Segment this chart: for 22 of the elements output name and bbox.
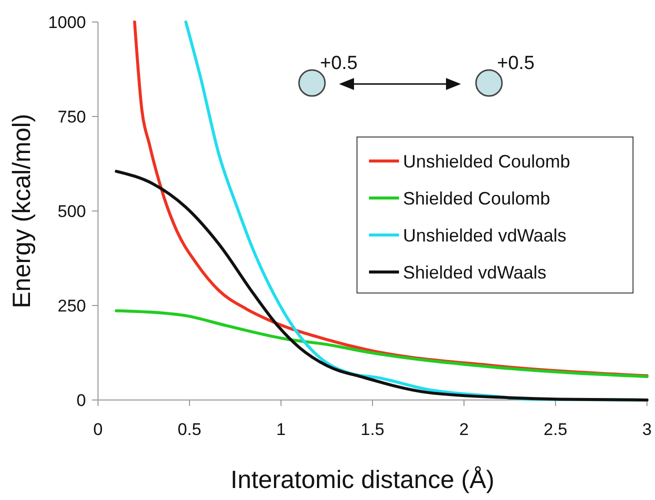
x-tick-label: 2.5 xyxy=(544,420,568,439)
y-tick-label: 750 xyxy=(58,107,86,126)
line-series xyxy=(114,170,648,402)
legend-label: Unshielded Coulomb xyxy=(403,151,570,172)
legend-label: Shielded vdWaals xyxy=(403,262,546,282)
annotation: +0.5 xyxy=(320,53,358,74)
x-tick-label: 1.5 xyxy=(360,420,384,439)
annotation: +0.5 xyxy=(497,53,535,74)
x-axis-title: Interatomic distance (Å) xyxy=(230,466,494,494)
x-tick-label: 0 xyxy=(93,420,103,439)
x-tick-label: 3 xyxy=(642,420,652,439)
x-tick-label: 1 xyxy=(276,420,286,439)
line-series xyxy=(114,309,648,378)
y-tick-label: 500 xyxy=(58,202,86,221)
y-tick-label: 250 xyxy=(58,296,86,316)
y-tick-label: 0 xyxy=(76,390,86,410)
y-tick-label: 1000 xyxy=(48,12,86,32)
y-axis-title: Energy (kcal/mol) xyxy=(8,114,36,308)
x-tick-label: 2 xyxy=(459,420,469,439)
legend-label: Shielded Coulomb xyxy=(403,188,550,208)
x-tick-label: 0.5 xyxy=(178,420,202,439)
legend-label: Unshielded vdWaals xyxy=(403,225,566,246)
